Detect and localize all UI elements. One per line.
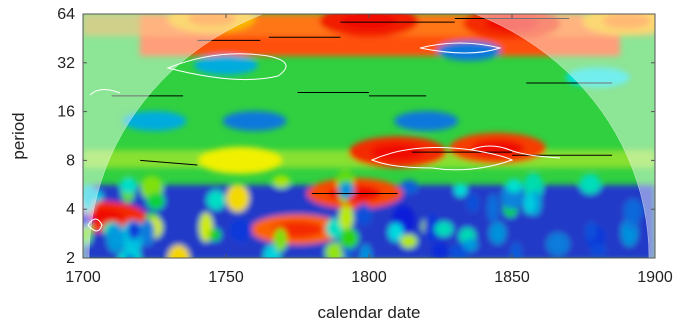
significance-contours xyxy=(87,42,561,232)
y-axis: 2 4 8 16 32 64 xyxy=(57,6,655,267)
speckle xyxy=(454,183,467,197)
speckle xyxy=(523,193,535,214)
cone-of-influence-shade xyxy=(83,14,655,258)
speckle xyxy=(106,223,125,253)
power-blob xyxy=(565,67,630,88)
power-blob xyxy=(394,111,459,132)
y-tick-label: 4 xyxy=(66,201,75,218)
speckle xyxy=(128,221,141,240)
x-tick-label: 1850 xyxy=(494,269,530,286)
speckle xyxy=(624,199,642,222)
speckle xyxy=(467,193,479,212)
speckle xyxy=(325,218,344,239)
y-axis-title: period xyxy=(9,112,28,159)
speckle xyxy=(506,179,523,193)
speckle xyxy=(338,205,354,231)
speckle xyxy=(273,228,287,252)
speckle xyxy=(120,177,137,194)
speckle xyxy=(83,213,93,227)
speckle xyxy=(449,244,469,258)
speckle xyxy=(272,175,291,189)
speckle xyxy=(431,241,449,258)
cone-of-influence-edge xyxy=(88,14,650,258)
x-axis: 1700 1750 1800 1850 1900 xyxy=(65,14,673,286)
speckle xyxy=(462,238,478,252)
power-blob-core xyxy=(370,143,425,161)
power-blob-core xyxy=(602,14,651,29)
speckle xyxy=(226,184,250,212)
power-blob xyxy=(194,55,258,76)
plot-area xyxy=(83,14,655,258)
power-blob xyxy=(222,111,287,132)
ridge-lines xyxy=(111,18,613,194)
power-blob xyxy=(437,40,502,61)
x-tick-label: 1900 xyxy=(637,269,673,286)
speckle xyxy=(140,219,155,246)
x-tick-label: 1700 xyxy=(65,269,101,286)
speckle xyxy=(388,223,404,242)
speckle xyxy=(511,242,522,258)
x-tick-label: 1800 xyxy=(351,269,387,286)
speckle xyxy=(338,182,355,199)
speckle xyxy=(208,228,221,241)
y-tick-label: 64 xyxy=(57,6,75,23)
speckle xyxy=(487,194,499,223)
y-tick-label: 8 xyxy=(66,152,75,169)
power-blob-core xyxy=(187,14,236,27)
speckle xyxy=(590,243,606,257)
speckle xyxy=(355,203,372,225)
power-blob xyxy=(198,146,283,174)
speckle xyxy=(579,174,601,194)
speckle xyxy=(339,228,359,249)
ridge-segment xyxy=(140,159,198,166)
heatmap-field xyxy=(83,14,655,258)
speckle xyxy=(206,190,226,210)
speckle xyxy=(585,221,597,241)
x-tick-label: 1750 xyxy=(208,269,244,286)
power-blob xyxy=(122,111,187,132)
y-tick-label: 2 xyxy=(66,250,75,267)
speckle xyxy=(546,232,570,256)
speckle xyxy=(424,213,440,243)
y-tick-label: 32 xyxy=(57,55,75,72)
speckle xyxy=(325,242,345,258)
speckle xyxy=(400,234,418,249)
x-axis-title: calendar date xyxy=(317,303,420,322)
speckle xyxy=(83,189,103,204)
y-tick-label: 16 xyxy=(57,104,75,121)
speckle xyxy=(399,180,419,194)
power-blob-core xyxy=(485,14,539,33)
speckle xyxy=(147,192,165,210)
speckle xyxy=(489,222,506,244)
speckle xyxy=(167,245,190,258)
speckle xyxy=(229,218,253,243)
speckle xyxy=(360,244,372,258)
speckle xyxy=(434,221,453,237)
